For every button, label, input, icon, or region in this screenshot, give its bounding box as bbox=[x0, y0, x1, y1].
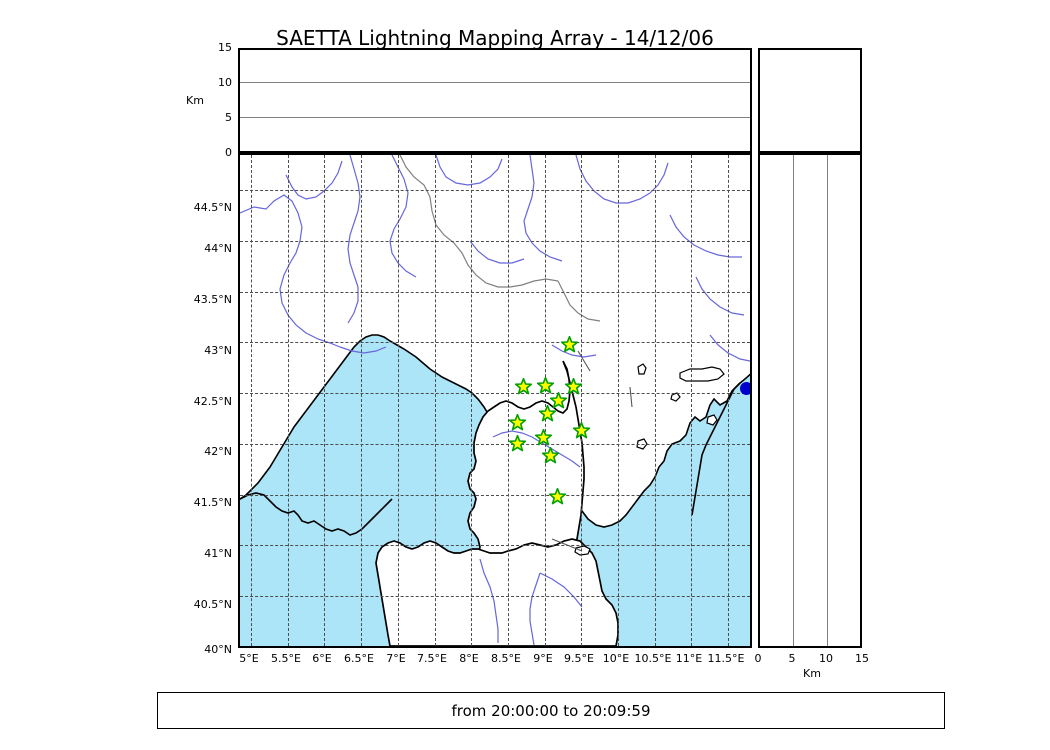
mapgrid-lon-6.5 bbox=[361, 155, 363, 646]
island-montecristo bbox=[706, 414, 718, 426]
mapgrid-lon-9.5 bbox=[581, 155, 583, 646]
vhf-source-dot[interactable] bbox=[739, 381, 750, 395]
tick-alt-top-15: 15 bbox=[218, 41, 232, 54]
tick-lon-5: 5°E bbox=[239, 652, 259, 665]
tick-lon-6.5: 6.5°E bbox=[344, 652, 374, 665]
mapgrid-lat-42.5 bbox=[240, 393, 750, 395]
mapgrid-lon-8.5 bbox=[507, 155, 509, 646]
mapgrid-lon-7 bbox=[397, 155, 399, 646]
map-geography bbox=[240, 155, 750, 646]
tick-lat-43.5: 43.5°N bbox=[193, 293, 232, 306]
mapgrid-lon-5.5 bbox=[287, 155, 289, 646]
river-corsica bbox=[492, 430, 581, 468]
lma-station-marker[interactable] bbox=[549, 391, 567, 409]
tick-lon-8.5: 8.5°E bbox=[491, 652, 521, 665]
mapgrid-lon-9 bbox=[544, 155, 546, 646]
gridline-alt-5 bbox=[240, 117, 750, 118]
mapgrid-lon-8 bbox=[471, 155, 473, 646]
island-lavezzi bbox=[574, 545, 591, 556]
mapgrid-lat-43 bbox=[240, 342, 750, 344]
tick-lon-9.5: 9.5°E bbox=[564, 652, 594, 665]
tick-alt-top-0: 0 bbox=[225, 146, 232, 159]
lma-station-marker[interactable] bbox=[572, 422, 590, 439]
tick-lon-11.5: 11.5°E bbox=[707, 652, 745, 665]
tick-lon-7.5: 7.5°E bbox=[417, 652, 447, 665]
river-sardinia-3 bbox=[539, 572, 583, 608]
tick-lat-40.5: 40.5°N bbox=[193, 598, 232, 611]
mapgrid-lat-44 bbox=[240, 241, 750, 242]
tick-lat-44.5: 44.5°N bbox=[193, 201, 232, 214]
mapgrid-lat-40.5 bbox=[240, 595, 750, 597]
coastline-riviera bbox=[240, 492, 393, 536]
time-range-box: from 20:00:00 to 20:09:59 bbox=[157, 692, 945, 729]
tick-lat-43: 43°N bbox=[204, 344, 232, 357]
mapgrid-lon-6 bbox=[324, 155, 326, 646]
mapgrid-lat-41 bbox=[240, 545, 750, 547]
tick-lon-10: 10°E bbox=[602, 652, 630, 665]
mapgrid-lat-44.5 bbox=[240, 190, 750, 192]
river-sardinia-1 bbox=[479, 558, 499, 643]
island-capraia bbox=[637, 363, 647, 375]
map-panel[interactable] bbox=[238, 153, 752, 648]
time-range-text: from 20:00:00 to 20:09:59 bbox=[451, 701, 651, 720]
tick-lat-40: 40°N bbox=[204, 643, 232, 656]
gridline-alt-right-5 bbox=[793, 155, 794, 646]
altitude-latitude-panel bbox=[758, 153, 862, 648]
tick-lon-8: 8°E bbox=[459, 652, 479, 665]
map-canvas bbox=[240, 155, 750, 646]
tick-lon-11: 11°E bbox=[675, 652, 703, 665]
mapgrid-lon-10.5 bbox=[654, 155, 656, 646]
mapgrid-lat-41.5 bbox=[240, 494, 750, 496]
tick-lon-10.5: 10.5°E bbox=[634, 652, 672, 665]
tick-lat-44: 44°N bbox=[204, 242, 232, 255]
tick-lon-7: 7°E bbox=[386, 652, 406, 665]
tick-alt-right-5: 5 bbox=[788, 652, 796, 665]
lma-station-marker[interactable] bbox=[535, 429, 553, 446]
tick-alt-top-5: 5 bbox=[225, 111, 232, 124]
lma-station-marker[interactable] bbox=[565, 377, 583, 395]
tick-lon-9: 9°E bbox=[533, 652, 553, 665]
gridline-alt-right-10 bbox=[827, 155, 828, 646]
mapgrid-lat-43.5 bbox=[240, 291, 750, 293]
axis-label-km-left: Km bbox=[186, 94, 204, 107]
axis-label-km-bottom: Km bbox=[803, 667, 821, 680]
lma-station-marker[interactable] bbox=[514, 377, 532, 395]
tick-lat-41.5: 41.5°N bbox=[193, 496, 232, 509]
coastline-marks-1 bbox=[577, 350, 591, 372]
mapgrid-lon-7.5 bbox=[434, 155, 436, 646]
tick-lon-5.5: 5.5°E bbox=[271, 652, 301, 665]
country-borders bbox=[399, 155, 601, 322]
tick-alt-right-15: 15 bbox=[855, 652, 869, 665]
lma-station-marker[interactable] bbox=[536, 376, 554, 394]
tick-lat-41: 41°N bbox=[204, 547, 232, 560]
tick-lon-6: 6°E bbox=[312, 652, 332, 665]
tick-lat-42: 42°N bbox=[204, 445, 232, 458]
lma-station-marker[interactable] bbox=[538, 404, 557, 422]
tick-lat-42.5: 42.5°N bbox=[193, 395, 232, 408]
altitude-longitude-panel bbox=[238, 48, 752, 153]
mapgrid-lon-5 bbox=[251, 155, 252, 646]
gridline-alt-10 bbox=[240, 82, 750, 83]
lma-station-marker[interactable] bbox=[508, 413, 527, 431]
mapgrid-lon-11.5 bbox=[728, 155, 730, 646]
lma-station-marker[interactable] bbox=[560, 335, 578, 353]
tick-alt-top-10: 10 bbox=[218, 76, 232, 89]
lma-station-marker[interactable] bbox=[549, 487, 567, 505]
page-title: SAETTA Lightning Mapping Array - 14/12/0… bbox=[276, 26, 714, 50]
lma-station-marker[interactable] bbox=[541, 447, 559, 464]
mapgrid-lat-42 bbox=[240, 443, 750, 445]
tick-alt-right-10: 10 bbox=[819, 652, 833, 665]
tick-alt-right-0: 0 bbox=[754, 652, 762, 665]
corner-panel bbox=[758, 48, 862, 153]
mapgrid-lon-10 bbox=[618, 155, 619, 646]
island-elba bbox=[679, 366, 725, 382]
river-sardinia-2 bbox=[529, 572, 541, 646]
lma-station-marker[interactable] bbox=[508, 435, 527, 452]
coastline-sardinia bbox=[375, 538, 619, 646]
coastline-marks-3 bbox=[551, 538, 583, 552]
mapgrid-lon-11 bbox=[691, 155, 693, 646]
coastline-marks-2 bbox=[629, 386, 633, 408]
